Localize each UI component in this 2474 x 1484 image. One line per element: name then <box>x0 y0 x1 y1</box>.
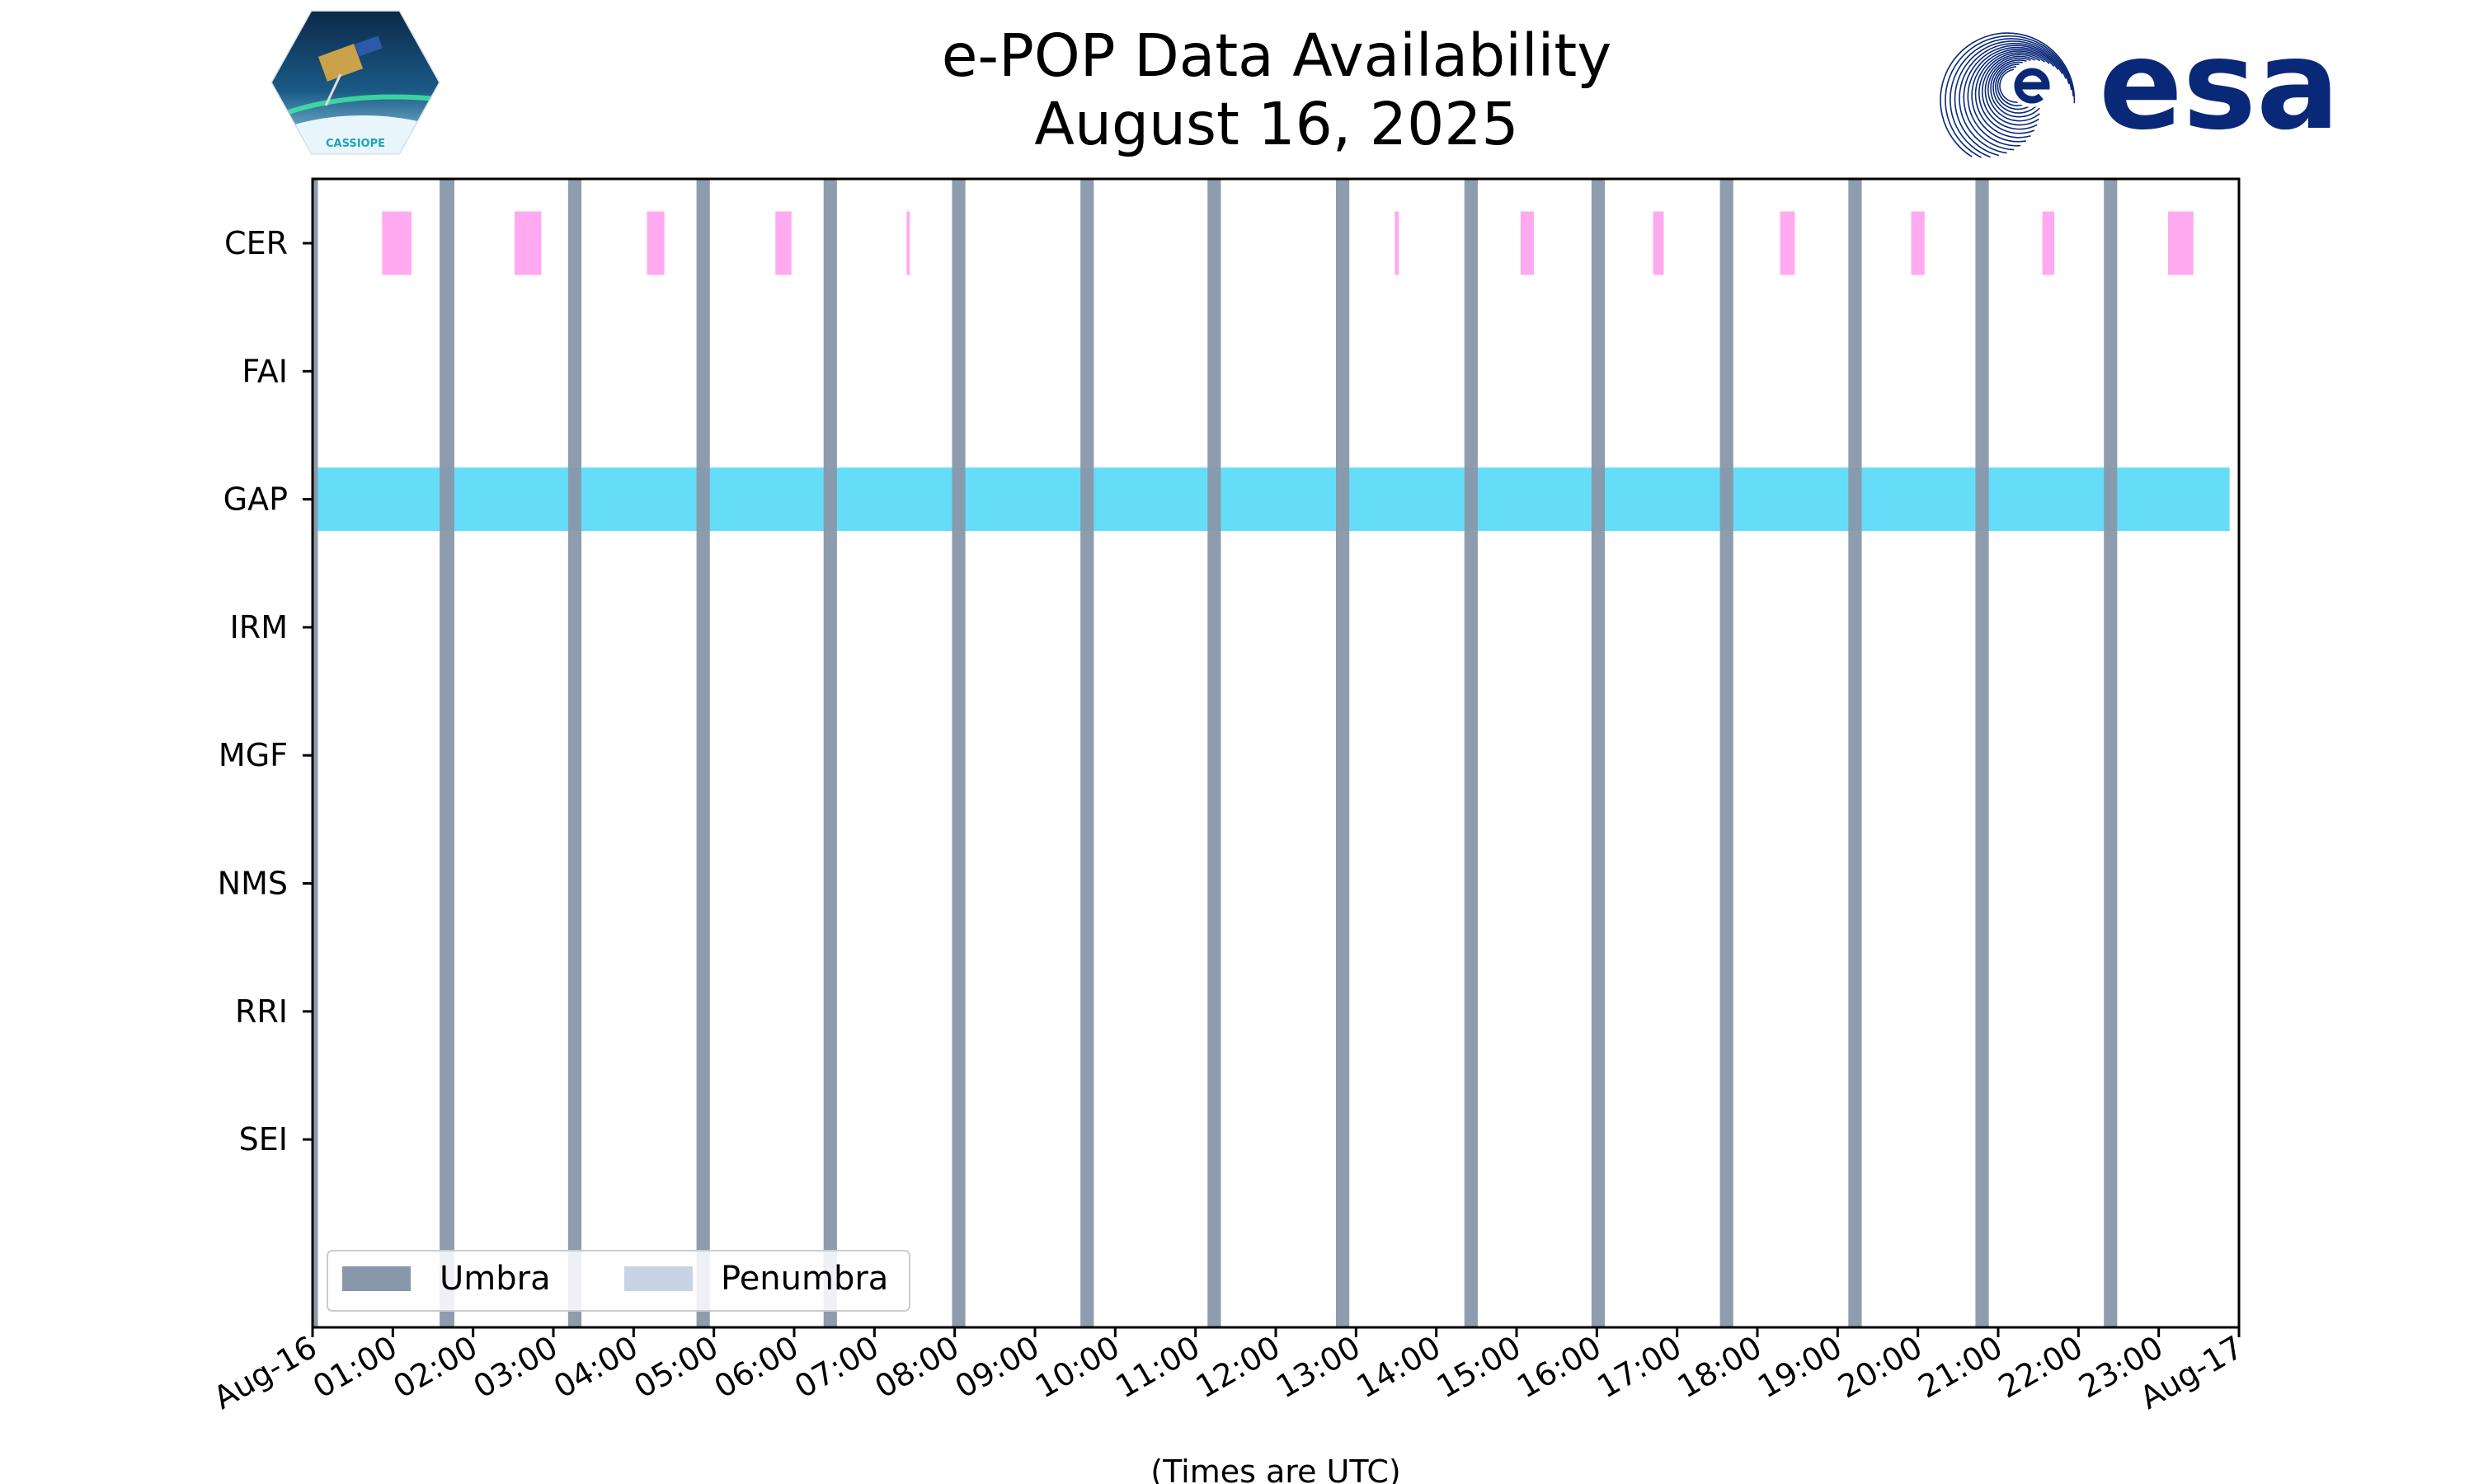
x-tick-label: 22:00 <box>1992 1329 2089 1406</box>
chart-subtitle: August 16, 2025 <box>1034 90 1518 158</box>
x-tick-label: 06:00 <box>708 1329 805 1406</box>
x-tick-label: Aug-16 <box>207 1329 322 1416</box>
legend-umbra-swatch <box>342 1266 411 1291</box>
x-tick-label: 01:00 <box>307 1329 403 1406</box>
y-tick-label: CER <box>224 225 288 261</box>
esa-wordmark: esa <box>2099 14 2340 157</box>
esa-swirl-arc <box>1963 45 2069 151</box>
esa-swirl-icon <box>1940 32 2076 168</box>
data-bar-cer <box>1520 211 1535 275</box>
legend-box <box>327 1250 910 1312</box>
x-tick-label: 02:00 <box>387 1329 483 1406</box>
legend-penumbra-label: Penumbra <box>721 1260 888 1298</box>
umbra-band <box>1719 179 1733 1327</box>
legend-umbra-label: Umbra <box>440 1260 551 1298</box>
umbra-band <box>952 179 966 1327</box>
umbra-band <box>2104 179 2118 1327</box>
umbra-band <box>1336 179 1350 1327</box>
cassiope-logo: CASSIOPE <box>270 10 440 155</box>
umbra-band <box>313 179 318 1327</box>
esa-logo: esa <box>1940 14 2340 168</box>
x-axis: Aug-1601:0002:0003:0004:0005:0006:0007:0… <box>207 1327 2250 1416</box>
x-tick-label: 17:00 <box>1591 1329 1687 1406</box>
data-bar-cer <box>906 211 910 275</box>
legend: Umbra Penumbra <box>327 1250 910 1312</box>
y-tick-label: NMS <box>218 866 288 902</box>
x-tick-label: 14:00 <box>1350 1329 1446 1406</box>
chart-title: e-POP Data Availability <box>942 21 1611 90</box>
data-bar-cer <box>1395 211 1399 275</box>
umbra-band <box>1591 179 1606 1327</box>
umbra-band <box>1975 179 1989 1327</box>
data-bar-cer <box>382 211 412 275</box>
x-tick-label: 12:00 <box>1190 1329 1286 1406</box>
esa-swirl-arc <box>1954 40 2072 158</box>
plot-background <box>313 179 2239 1327</box>
x-tick-label: 13:00 <box>1270 1329 1366 1406</box>
x-axis-label: (Times are UTC) <box>1150 1453 1400 1484</box>
data-bar-gap <box>313 467 2230 532</box>
data-bar-cer <box>1780 211 1795 275</box>
esa-swirl-arc <box>1978 52 2061 134</box>
y-tick-label: GAP <box>223 481 288 518</box>
umbra-band <box>696 179 710 1327</box>
legend-penumbra-swatch <box>624 1266 693 1291</box>
x-tick-label: 20:00 <box>1832 1329 1928 1406</box>
data-bar-cer <box>2168 211 2194 275</box>
data-bar-cer <box>1911 211 1925 275</box>
x-tick-label: 11:00 <box>1109 1329 1206 1406</box>
data-bar-cer <box>2042 211 2055 275</box>
esa-swirl-e <box>2014 68 2050 104</box>
data-bar-cer <box>1653 211 1664 275</box>
cassiope-wordmark: CASSIOPE <box>326 138 385 150</box>
data-bar-cer <box>647 211 665 275</box>
esa-swirl-arc <box>1950 38 2073 162</box>
umbra-bands <box>313 179 2118 1327</box>
x-tick-label: 09:00 <box>949 1329 1046 1406</box>
x-tick-label: 03:00 <box>468 1329 564 1406</box>
data-bar-cer <box>775 211 792 275</box>
x-tick-label: 15:00 <box>1431 1329 1527 1406</box>
data-bars <box>313 211 2230 532</box>
x-tick-label: 18:00 <box>1672 1329 1768 1406</box>
esa-swirl-arc <box>1940 32 2076 168</box>
x-tick-label: 19:00 <box>1752 1329 1848 1406</box>
esa-swirl-arc <box>1945 35 2074 165</box>
y-tick-label: FAI <box>242 353 288 389</box>
y-tick-label: IRM <box>230 609 288 646</box>
y-tick-label: SEI <box>239 1121 288 1158</box>
x-tick-label: 07:00 <box>788 1329 885 1406</box>
x-tick-label: 08:00 <box>868 1329 965 1406</box>
x-tick-label: 10:00 <box>1029 1329 1126 1406</box>
umbra-band <box>1207 179 1221 1327</box>
esa-swirl-arc <box>1981 54 2058 130</box>
y-tick-label: MGF <box>219 737 288 773</box>
y-tick-label: RRI <box>235 993 288 1030</box>
data-bar-cer <box>514 211 542 275</box>
umbra-band <box>1464 179 1478 1327</box>
x-tick-label: 04:00 <box>548 1329 644 1406</box>
umbra-band <box>1080 179 1094 1327</box>
x-tick-label: 21:00 <box>1912 1329 2009 1406</box>
umbra-band <box>823 179 837 1327</box>
umbra-band <box>1848 179 1862 1327</box>
umbra-band <box>567 179 582 1327</box>
umbra-band <box>440 179 454 1327</box>
y-axis: CER FAI GAP IRM MGF NMS RRI SEI <box>218 225 313 1158</box>
x-tick-label: 05:00 <box>628 1329 724 1406</box>
x-tick-label: 16:00 <box>1511 1329 1607 1406</box>
plot-area: CER FAI GAP IRM MGF NMS RRI SEI Aug-1601:0002:0… <box>207 177 2250 1416</box>
